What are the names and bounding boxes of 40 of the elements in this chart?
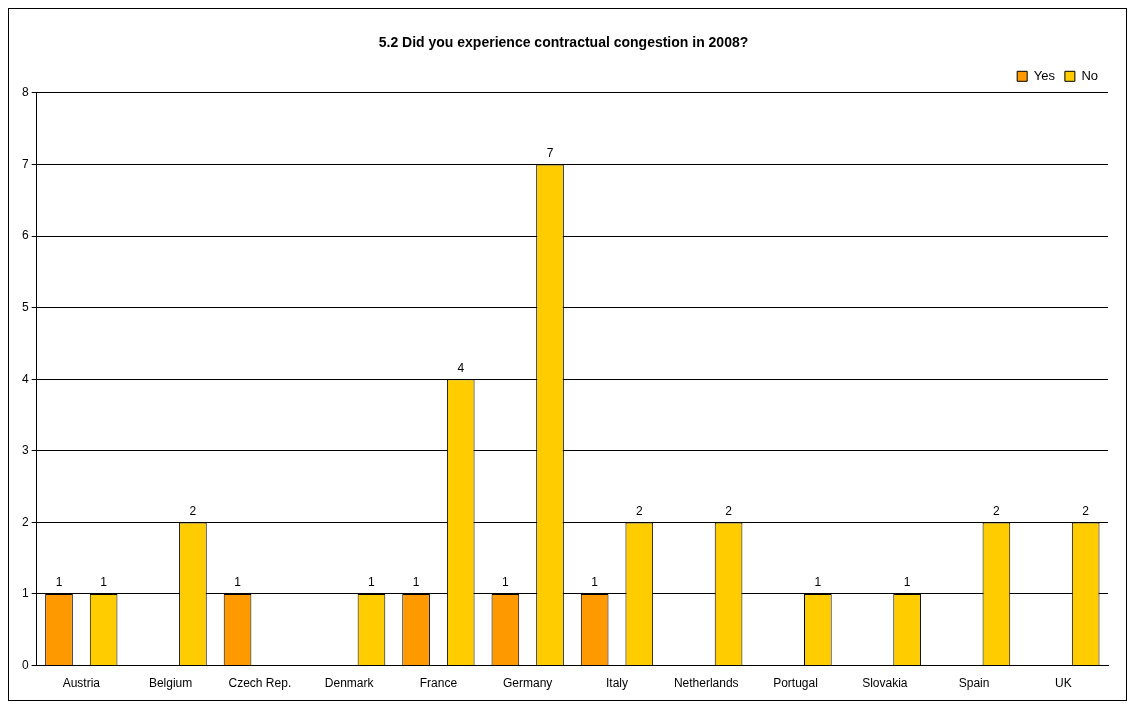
y-tick-label: 3 — [21, 443, 29, 458]
legend-label: Yes — [1033, 67, 1056, 83]
chart-title: 5.2 Did you experience contractual congestion in 2008? — [378, 34, 749, 51]
data-label: 2 — [635, 503, 643, 518]
data-label: 2 — [725, 503, 733, 518]
y-tick-label: 8 — [21, 85, 29, 100]
data-label: 1 — [591, 575, 599, 590]
y-tick-label: 5 — [21, 299, 29, 314]
y-tick-label: 7 — [21, 156, 29, 171]
x-tick-label: Austria — [62, 676, 101, 691]
x-tick-label: France — [419, 676, 458, 691]
data-label: 1 — [368, 575, 376, 590]
data-label: 1 — [412, 575, 420, 590]
y-tick-label: 1 — [21, 586, 29, 601]
x-tick-label: Germany — [503, 676, 553, 691]
legend-label: No — [1081, 67, 1099, 83]
data-label: 1 — [100, 575, 108, 590]
data-label: 1 — [234, 575, 242, 590]
data-label: 1 — [502, 575, 510, 590]
y-tick-label: 2 — [21, 514, 29, 529]
x-tick-label: Spain — [958, 676, 990, 691]
y-tick-label: 0 — [21, 657, 29, 672]
data-label: 4 — [457, 360, 465, 375]
data-label: 2 — [189, 503, 197, 518]
x-tick-label: Slovakia — [862, 676, 908, 691]
data-label: 7 — [546, 145, 554, 160]
x-tick-label: Denmark — [324, 676, 375, 691]
x-tick-label: Italy — [605, 676, 628, 691]
data-label: 1 — [903, 575, 911, 590]
x-tick-label: Netherlands — [673, 676, 739, 691]
x-tick-label: Portugal — [773, 676, 818, 691]
y-tick-label: 4 — [21, 371, 29, 386]
data-label: 1 — [55, 575, 63, 590]
data-label: 2 — [993, 503, 1001, 518]
x-tick-label: Belgium — [148, 676, 193, 691]
x-tick-label: UK — [1055, 676, 1072, 691]
x-tick-label: Czech Rep. — [228, 676, 292, 691]
data-label: 2 — [1082, 503, 1090, 518]
data-label: 1 — [814, 575, 822, 590]
y-tick-label: 6 — [21, 228, 29, 243]
